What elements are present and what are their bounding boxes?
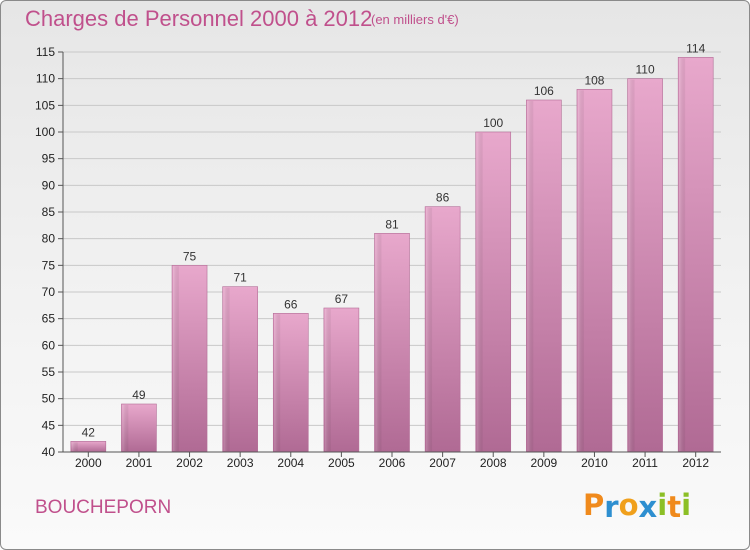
logo-letter: o (618, 488, 639, 522)
value-label-2008: 100 (483, 116, 503, 130)
x-tick-label-2009: 2009 (530, 456, 557, 470)
x-tick-label-2003: 2003 (227, 456, 254, 470)
bar-highlight (426, 207, 433, 451)
logo-letter: i (657, 488, 668, 522)
y-tick-label: 45 (42, 418, 56, 432)
bar-highlight (324, 309, 331, 451)
axes: 40 45 50 55 60 65 70 75 80 85 90 95 100 105 110 115 2000… (35, 45, 721, 470)
bar-highlight (375, 234, 382, 451)
x-tick-label-2000: 2000 (75, 456, 102, 470)
x-tick-label-2011: 2011 (632, 456, 658, 470)
y-tick-label: 100 (35, 125, 55, 139)
y-tick-label: 110 (36, 72, 55, 86)
value-label-2005: 67 (335, 292, 349, 306)
x-tick-label-2005: 2005 (328, 456, 355, 470)
value-label-2003: 71 (233, 271, 247, 285)
x-tick-label-2006: 2006 (379, 456, 406, 470)
x-tick-label-2008: 2008 (480, 456, 507, 470)
y-tick-label: 85 (42, 205, 56, 219)
place-name: BOUCHEPORN (35, 497, 172, 518)
bar-highlight (274, 314, 281, 451)
bar-highlight (173, 266, 180, 451)
x-tick-label-2012: 2012 (682, 456, 709, 470)
bar-highlight (476, 133, 483, 451)
chart-title: Charges de Personnel 2000 à 2012 (25, 6, 373, 31)
x-tick-label-2010: 2010 (581, 456, 608, 470)
y-tick-label: 50 (42, 392, 56, 406)
bar-highlight (223, 287, 230, 451)
value-label-2009: 106 (534, 84, 554, 98)
x-tick-label-2002: 2002 (176, 456, 203, 470)
y-tick-label: 90 (42, 178, 56, 192)
x-tick-label-2001: 2001 (126, 456, 153, 470)
value-label-2001: 49 (132, 388, 146, 402)
value-label-2004: 66 (284, 297, 298, 311)
logo-letter: i (681, 488, 692, 522)
bars: 42 49 75 71 66 67 81 86 100 106 108 110 114 (70, 41, 714, 453)
y-tick-label: 65 (42, 312, 56, 326)
y-tick-label: 70 (42, 285, 56, 299)
logo-letter: r (604, 490, 619, 524)
bar-highlight (628, 79, 635, 452)
value-label-2010: 108 (584, 73, 604, 87)
y-tick-label: 95 (42, 152, 56, 166)
value-label-2007: 86 (436, 191, 450, 205)
y-tick-label: 75 (42, 258, 56, 272)
chart-subtitle: (en milliers d'€) (371, 12, 459, 27)
bar-highlight (527, 101, 534, 451)
value-label-2012: 114 (686, 41, 705, 55)
bar-highlight (122, 405, 129, 451)
value-label-2006: 81 (385, 217, 399, 231)
y-tick-label: 105 (35, 98, 55, 112)
y-tick-label: 115 (36, 45, 55, 59)
value-label-2011: 110 (636, 63, 655, 77)
y-tick-label: 60 (42, 338, 56, 352)
logo-letter: t (667, 490, 682, 524)
y-tick-label: 55 (42, 365, 56, 379)
x-tick-label-2007: 2007 (429, 456, 456, 470)
logo-letter: P (583, 488, 605, 522)
logo-letter: x (638, 490, 658, 524)
bar-highlight (679, 58, 686, 451)
y-tick-label: 40 (42, 445, 56, 459)
value-label-2002: 75 (183, 249, 197, 263)
value-label-2000: 42 (82, 425, 96, 439)
x-tick-label-2004: 2004 (277, 456, 304, 470)
y-tick-label: 80 (42, 232, 56, 246)
bar-highlight (577, 90, 584, 451)
bar-highlight (71, 442, 78, 451)
proxiti-logo: Proxiti (583, 488, 692, 524)
